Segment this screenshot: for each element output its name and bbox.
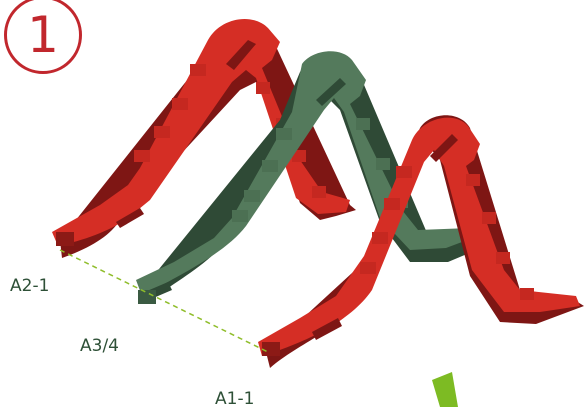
part-a3-tab (276, 128, 292, 140)
part-a1-tab (520, 288, 534, 300)
part-a1-slot-top (430, 134, 458, 162)
step-number: 1 (27, 6, 59, 64)
part-a2-tab (172, 98, 188, 110)
part-a3-tab (244, 190, 260, 202)
part-a3-face (136, 51, 478, 296)
part-a1-face (258, 117, 580, 357)
step-number-circle: 1 (4, 0, 82, 74)
part-a2-tab (256, 82, 270, 94)
insert-direction-arrow-icon (432, 372, 458, 407)
part-label-a2-1: A2-1 (10, 276, 50, 296)
part-a3-tab (262, 160, 278, 172)
part-a3-thickness (142, 55, 486, 302)
part-label-a1-1: A1-1 (215, 389, 255, 409)
part-a2-tab (56, 232, 74, 246)
part-a1-tab (360, 262, 376, 274)
part-a2-slot-low (116, 208, 144, 228)
part-a1-tab (466, 174, 480, 186)
part-a1-tab (262, 342, 280, 356)
part-a1-tab (372, 232, 388, 244)
part-a2-tab (312, 186, 326, 198)
part-label-a3-4: A3/4 (80, 336, 119, 356)
part-a2-face (52, 18, 350, 246)
part-a2-tab (190, 64, 206, 76)
part-a3-tab (138, 290, 156, 304)
part-a2-tab (134, 150, 150, 162)
part-a3-tab (232, 210, 248, 222)
part-a3-tab (376, 158, 390, 170)
part-a2-tab (154, 126, 170, 138)
part-a1-tab (396, 166, 412, 178)
alignment-dashed-line-icon (59, 249, 269, 353)
part-a3-tab (356, 118, 370, 130)
part-a1-red-stand (258, 115, 584, 369)
part-a1-slot-low (312, 318, 342, 340)
part-a2-slot-top (226, 40, 256, 70)
part-a3-slot-top (316, 78, 346, 106)
part-a1-tab (384, 198, 400, 210)
part-a1-tab (496, 252, 510, 264)
part-a3-green-stand (136, 51, 486, 304)
part-a1-tab (482, 212, 496, 224)
part-a2-tab (292, 150, 306, 162)
